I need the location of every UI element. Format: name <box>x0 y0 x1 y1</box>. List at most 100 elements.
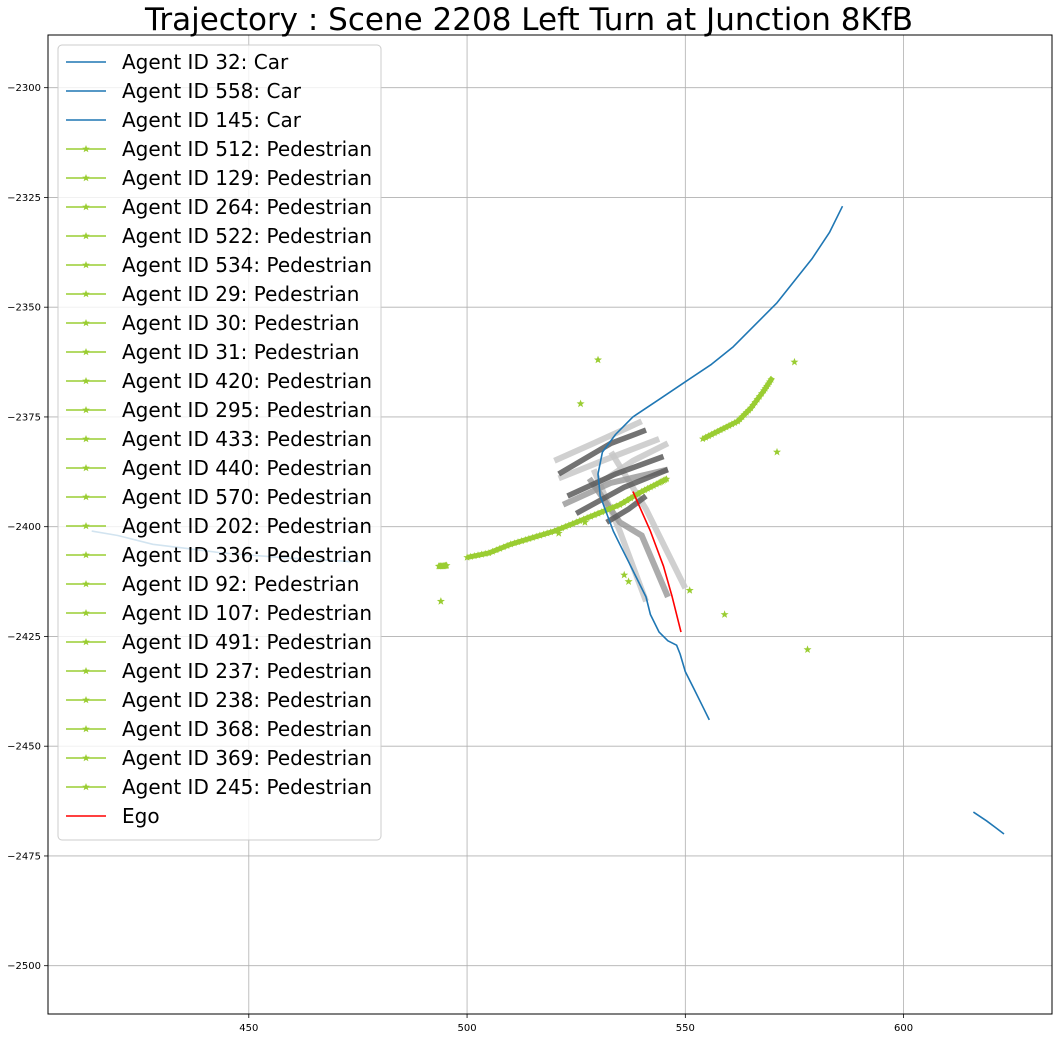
plot-frame <box>47 34 1053 1015</box>
pedestrian-track-marker <box>662 475 671 483</box>
y-tick-label: −2400 <box>7 522 41 533</box>
lane-segment <box>553 418 643 464</box>
legend-label: Agent ID 32: Car <box>122 50 289 74</box>
legend-marker <box>82 290 90 298</box>
pedestrian-track-marker <box>744 406 753 414</box>
pedestrian-track-marker <box>557 524 566 532</box>
pedestrian-track-marker <box>713 427 722 435</box>
y-tick-label: −2325 <box>7 193 41 204</box>
lane-segment <box>561 466 669 508</box>
pedestrian-track-marker <box>594 509 602 517</box>
legend-marker <box>82 145 90 153</box>
pedestrian-track-marker <box>627 494 635 502</box>
pedestrian-track-marker <box>546 528 555 536</box>
pedestrian-track-marker <box>646 483 655 491</box>
pedestrian-track-marker <box>652 480 660 488</box>
pedestrian-track-marker <box>590 511 599 519</box>
lane-segment <box>566 453 665 499</box>
pedestrian-track-marker <box>755 392 764 400</box>
pedestrian-point <box>624 577 633 585</box>
legend-label: Ego <box>122 804 160 828</box>
legend-label: Agent ID 512: Pedestrian <box>122 137 372 161</box>
x-tick-label: 500 <box>458 1023 477 1034</box>
x-tick-label: 450 <box>239 1023 258 1034</box>
legend-label: Agent ID 238: Pedestrian <box>122 688 372 712</box>
pedestrian-track-marker <box>701 433 710 441</box>
pedestrian-point <box>773 447 781 456</box>
pedestrian-track-marker <box>532 532 540 540</box>
chart-title: Trajectory : Scene 2208 Left Turn at Jun… <box>144 2 913 38</box>
legend-marker <box>82 522 90 530</box>
pedestrian-track-marker <box>561 522 570 530</box>
pedestrian-track-marker <box>767 375 775 383</box>
pedestrian-point <box>554 529 563 537</box>
pedestrian-point <box>620 570 629 579</box>
pedestrian-track-marker <box>525 534 533 542</box>
pedestrian-track-marker <box>634 489 642 497</box>
pedestrian-track-marker <box>536 531 544 539</box>
legend-marker <box>82 667 90 675</box>
pedestrian-point <box>803 645 812 653</box>
legend-marker <box>82 551 90 559</box>
pedestrian-track-marker <box>565 521 573 529</box>
legend-label: Agent ID 558: Car <box>122 79 302 103</box>
pedestrian-track-marker <box>725 421 733 429</box>
pedestrian-track-marker <box>583 513 591 522</box>
legend-marker <box>82 261 90 269</box>
pedestrian-point <box>594 355 602 364</box>
pedestrian-track-marker <box>528 533 537 541</box>
legend-marker <box>82 493 90 501</box>
lane-segments <box>553 418 688 603</box>
pedestrian-point <box>576 399 585 408</box>
pedestrian-track-marker <box>550 527 559 535</box>
legend-label: Agent ID 29: Pedestrian <box>122 282 359 306</box>
legend-label: Agent ID 237: Pedestrian <box>122 659 372 683</box>
legend-label: Agent ID 107: Pedestrian <box>122 601 372 625</box>
pedestrian-track-marker <box>485 549 493 557</box>
legend-marker <box>82 232 90 240</box>
pedestrian-track-marker <box>649 481 658 489</box>
pedestrian-track-marker <box>612 502 620 510</box>
ego-trajectory <box>632 491 682 633</box>
pedestrian-track-marker <box>710 429 719 437</box>
car-trajectory <box>597 205 844 721</box>
pedestrian-track-marker <box>510 539 519 547</box>
legend-label: Agent ID 129: Pedestrian <box>122 166 372 190</box>
pedestrian-track-marker <box>554 525 562 533</box>
legend-marker <box>82 319 90 327</box>
pedestrian-point <box>685 586 694 594</box>
y-tick-label: −2425 <box>7 632 41 643</box>
pedestrian-track-marker <box>492 546 500 554</box>
axis-ticks: 450 500 550 600 −2300 −2325 −2350 −2375 −2400 −24… <box>7 83 913 1034</box>
pedestrian-track-marker <box>738 412 746 421</box>
pedestrian-point <box>436 597 445 605</box>
pedestrian-track-marker <box>728 420 736 428</box>
legend-marker <box>82 203 90 211</box>
pedestrian-track-marker <box>477 550 486 558</box>
legend-label: Agent ID 534: Pedestrian <box>122 253 372 277</box>
legend-marker <box>82 435 90 443</box>
pedestrian-track-marker <box>496 544 504 552</box>
legend-label: Agent ID 433: Pedestrian <box>122 427 372 451</box>
pedestrian-point <box>790 357 799 366</box>
lane-segment <box>557 436 661 482</box>
pedestrian-track-marker <box>640 486 649 494</box>
pedestrian-track-marker <box>539 530 548 538</box>
pedestrian-track-marker <box>699 434 707 443</box>
legend-marker <box>82 406 90 414</box>
pedestrian-track-marker <box>586 512 595 520</box>
pedestrian-track-marker <box>637 487 646 495</box>
pedestrian-track-marker <box>572 518 580 526</box>
lane-segment <box>557 427 647 477</box>
pedestrian-track-marker <box>722 423 730 431</box>
pedestrian-track-marker <box>742 408 751 416</box>
y-tick-label: −2350 <box>7 303 41 314</box>
pedestrian-track-marker <box>517 537 526 545</box>
pedestrian-points <box>436 355 812 653</box>
legend-label: Agent ID 145: Car <box>122 108 302 132</box>
legend-label: Agent ID 491: Pedestrian <box>122 630 372 654</box>
pedestrian-track-marker <box>474 551 482 559</box>
y-tick-label: −2450 <box>7 742 41 753</box>
legend-label: Agent ID 245: Pedestrian <box>122 775 372 799</box>
